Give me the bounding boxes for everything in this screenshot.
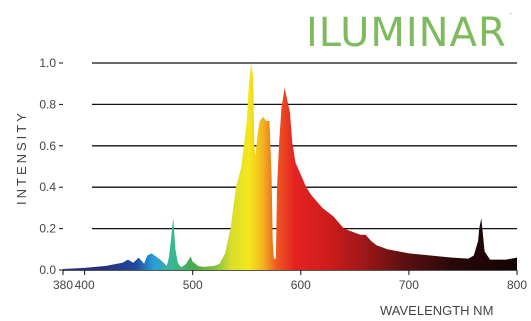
y-axis-label: INTENSITY — [14, 110, 29, 205]
y-tick-label: 0.4 — [39, 180, 56, 194]
logo: ILUMINAR ™ — [306, 10, 513, 56]
spectrum-area — [63, 63, 517, 270]
y-tick-label: 0.8 — [39, 97, 56, 111]
y-tick-label: 0.0 — [39, 263, 56, 277]
y-tick-label: 0.2 — [39, 222, 56, 236]
x-tick-label: 380 — [53, 278, 73, 292]
x-axis-ticks: 380 400 500 600 700 800 — [53, 270, 527, 292]
x-tick-label: 800 — [507, 278, 527, 292]
y-tick-label: 0.6 — [39, 139, 56, 153]
x-tick-label: 600 — [291, 278, 311, 292]
y-axis-ticks: 0.0 0.2 0.4 0.6 0.8 1.0 — [39, 56, 63, 277]
spectrum-series — [63, 63, 517, 270]
x-tick-label: 500 — [183, 278, 203, 292]
x-tick-label: 700 — [399, 278, 419, 292]
trademark-symbol: ™ — [509, 12, 513, 17]
x-tick-label: 400 — [75, 278, 95, 292]
y-tick-label: 1.0 — [39, 56, 56, 70]
brand-logo-text: ILUMINAR — [306, 10, 507, 56]
x-axis-label: WAVELENGTH NM — [380, 303, 493, 318]
